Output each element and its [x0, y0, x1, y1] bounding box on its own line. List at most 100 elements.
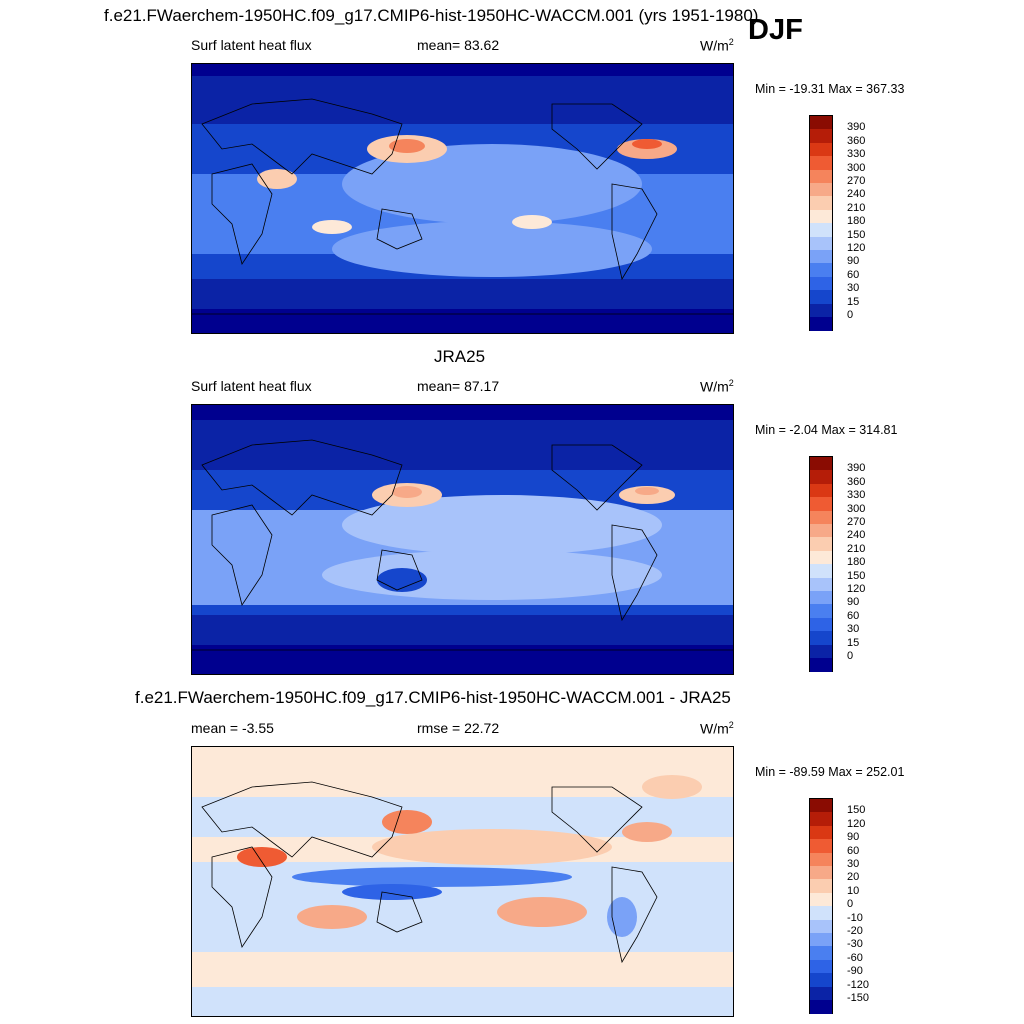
coast-eurasia [201, 98, 403, 175]
field-antarctic [192, 309, 733, 333]
colorbar-box [810, 276, 832, 291]
panel-2-field [192, 405, 733, 674]
field-gulfstream-core [632, 139, 662, 149]
colorbar-box [810, 317, 832, 331]
field-spacific [332, 221, 652, 277]
colorbar-box [810, 196, 832, 211]
field-kuroshio-core [392, 486, 422, 498]
panel-1-map-svg [192, 64, 733, 333]
colorbar-tick-label: 150 [847, 569, 866, 582]
field-arctic [192, 64, 733, 76]
colorbar-box [810, 919, 832, 934]
panel-1-minmax: Min = -19.31 Max = 367.33 [755, 82, 905, 96]
coast-australia [376, 549, 423, 591]
colorbar-box [810, 116, 832, 130]
colorbar-tick-label: 15 [847, 636, 860, 649]
colorbar-tick-label: -30 [847, 938, 863, 951]
coast-north-america [551, 786, 643, 853]
panel-1-mean-label: mean= 83.62 [417, 37, 500, 53]
colorbar-tick-label: 150 [847, 228, 866, 241]
colorbar-tick-label: 120 [847, 242, 866, 254]
colorbar-tick-label: 30 [847, 858, 860, 870]
colorbar-box [810, 303, 832, 318]
colorbar-tick-label: 210 [847, 542, 866, 555]
colorbar-box [810, 497, 832, 512]
panel-2-map [191, 404, 734, 675]
field-arabian-pos [237, 847, 287, 867]
colorbar-box [810, 290, 832, 305]
colorbar-tick-label: 60 [847, 844, 860, 857]
colorbar-tick-label: -150 [847, 992, 870, 1004]
panel-1-units-label: W/m2 [700, 37, 734, 54]
colorbar-tick-label: 60 [847, 268, 860, 281]
colorbar-box [810, 959, 832, 974]
panel-2-mean-label: mean= 87.17 [417, 378, 500, 394]
panel-1-colorbar-boxes [809, 115, 833, 332]
panel-2-minmax: Min = -2.04 Max = 314.81 [755, 423, 898, 437]
field-arctic [192, 405, 733, 420]
panel-3-map [191, 746, 734, 1017]
colorbar-box [810, 644, 832, 659]
colorbar-box [810, 483, 832, 498]
panel-3-coastlines [201, 781, 658, 964]
coast-eurasia [201, 781, 403, 858]
colorbar-tick-label: -10 [847, 911, 863, 924]
panel-2-title: JRA25 [434, 347, 486, 366]
panel-3-map-svg [192, 747, 733, 1016]
colorbar-tick-label: 0 [847, 898, 854, 911]
colorbar-tick-label: 330 [847, 489, 866, 502]
colorbar-box [810, 617, 832, 632]
colorbar-box [810, 839, 832, 854]
field-kuroshio-core [389, 139, 425, 153]
panel-2-map-svg [192, 405, 733, 674]
colorbar-box [810, 564, 832, 579]
colorbar-tick-label: 150 [847, 804, 866, 817]
colorbar-box [810, 223, 832, 238]
colorbar-tick-label: 0 [847, 650, 854, 662]
colorbar-tick-label: 270 [847, 175, 866, 187]
colorbar-tick-label: 90 [847, 255, 860, 268]
colorbar-box [810, 986, 832, 1001]
coast-south-america [611, 866, 658, 964]
colorbar-box [810, 129, 832, 144]
colorbar-tick-label: 300 [847, 161, 866, 174]
field-gulfstream-pos [622, 822, 672, 842]
colorbar-tick-label: 10 [847, 884, 860, 897]
colorbar-box [810, 879, 832, 894]
colorbar-tick-label: 360 [847, 134, 866, 147]
colorbar-tick-label: 180 [847, 556, 866, 569]
panel-3-field [192, 747, 733, 1016]
colorbar-tick-label: 90 [847, 831, 860, 844]
colorbar-tick-label: 30 [847, 282, 860, 295]
colorbar-box [810, 946, 832, 961]
coast-south-america [611, 183, 658, 281]
colorbar-tick-label: 15 [847, 295, 860, 308]
colorbar-tick-label: 120 [847, 583, 866, 595]
colorbar-box [810, 631, 832, 646]
panel-1-variable-label: Surf latent heat flux [191, 37, 312, 53]
colorbar-tick-label: 60 [847, 609, 860, 622]
panel-1-title: f.e21.FWaerchem-1950HC.f09_g17.CMIP6-his… [104, 6, 759, 25]
colorbar-box [810, 142, 832, 157]
colorbar-tick-label: -120 [847, 978, 870, 991]
coast-north-america [551, 103, 643, 170]
colorbar-box [810, 236, 832, 251]
coast-africa [211, 846, 273, 948]
colorbar-tick-label: -20 [847, 925, 863, 937]
colorbar-box [810, 892, 832, 907]
panel-3-mean-label: mean = -3.55 [191, 720, 274, 736]
field-sindian-max [312, 220, 352, 234]
colorbar-box [810, 263, 832, 278]
field-atlantic-pos [642, 775, 702, 799]
colorbar-box [810, 156, 832, 171]
colorbar-box [810, 470, 832, 485]
colorbar-tick-label: 300 [847, 502, 866, 515]
field-gulfstream-core [635, 487, 659, 495]
coast-eurasia [201, 439, 403, 516]
panel-3-units-label: W/m2 [700, 720, 734, 737]
colorbar-tick-label: 90 [847, 596, 860, 609]
colorbar-tick-label: 360 [847, 475, 866, 488]
colorbar-box [810, 577, 832, 592]
field-npacific [342, 495, 662, 555]
colorbar-tick-label: 20 [847, 871, 860, 884]
